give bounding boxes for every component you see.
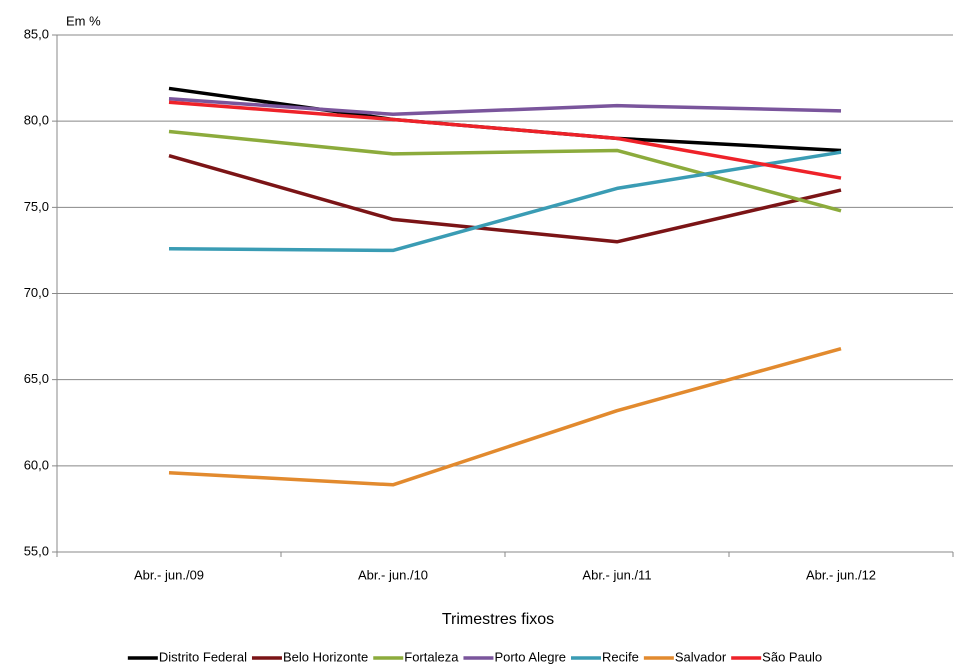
y-tick-label: 80,0 — [24, 113, 49, 128]
y-tick-label: 55,0 — [24, 543, 49, 558]
x-tick-label: Abr.- jun./09 — [134, 567, 204, 582]
series-line — [168, 153, 842, 244]
y-tick-label: 70,0 — [24, 285, 49, 300]
legend-label: São Paulo — [762, 649, 822, 664]
legend-label: Porto Alegre — [494, 649, 566, 664]
legend-label: Distrito Federal — [159, 649, 247, 664]
x-axis-title: Trimestres fixos — [442, 611, 554, 628]
y-tick-label: 75,0 — [24, 199, 49, 214]
y-tick-label: 60,0 — [24, 457, 49, 472]
series-line — [168, 346, 842, 487]
y-tick-label: 85,0 — [24, 26, 49, 41]
y-tick-label: 65,0 — [24, 371, 49, 386]
legend-label: Belo Horizonte — [283, 649, 368, 664]
x-tick-label: Abr.- jun./12 — [806, 567, 876, 582]
series-line — [168, 129, 842, 213]
series-line — [168, 97, 842, 117]
x-tick-label: Abr.- jun./10 — [358, 567, 428, 582]
legend-label: Salvador — [675, 649, 727, 664]
legend-label: Recife — [602, 649, 639, 664]
legend-label: Fortaleza — [404, 649, 459, 664]
series-line — [168, 100, 842, 180]
series-line — [168, 150, 842, 253]
y-unit: Em % — [66, 13, 101, 28]
x-tick-label: Abr.- jun./11 — [582, 567, 651, 582]
